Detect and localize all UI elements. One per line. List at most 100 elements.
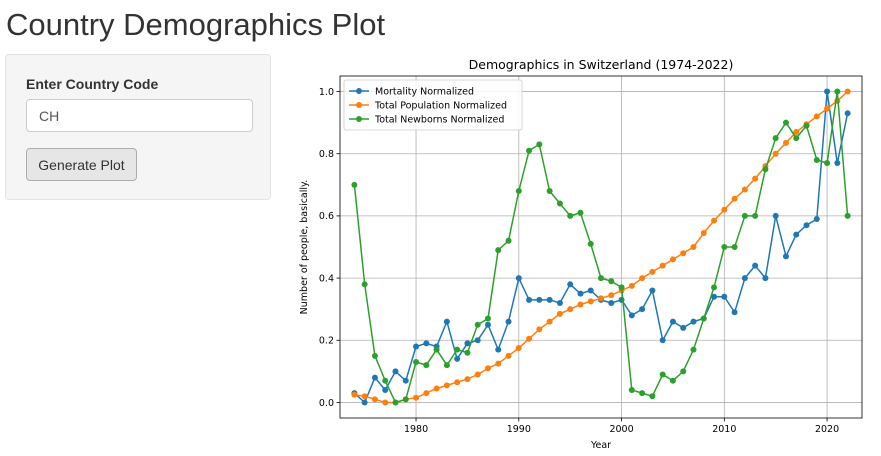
x-axis-label: Year <box>590 440 611 451</box>
data-point <box>382 399 389 406</box>
data-point <box>608 278 615 285</box>
x-tick-label: 1980 <box>404 424 428 435</box>
data-point <box>834 160 841 167</box>
data-point <box>536 296 543 303</box>
data-point <box>567 212 574 219</box>
data-point <box>413 343 420 350</box>
data-point <box>484 315 491 322</box>
data-point <box>361 281 368 288</box>
data-point <box>495 247 502 254</box>
data-point <box>413 394 420 401</box>
data-point <box>721 244 728 250</box>
x-tick-label: 2010 <box>712 424 736 435</box>
data-point <box>793 231 800 238</box>
data-point <box>793 135 800 142</box>
chart-title: Demographics in Switzerland (1974-2022) <box>469 57 734 72</box>
x-tick-label: 2020 <box>815 424 839 435</box>
generate-plot-button[interactable]: Generate Plot <box>26 148 137 181</box>
y-tick-label: 0.4 <box>319 273 334 284</box>
data-point <box>433 346 440 353</box>
data-point <box>772 135 779 142</box>
data-point <box>361 393 368 400</box>
country-code-input[interactable] <box>26 99 253 132</box>
data-point <box>669 256 676 263</box>
data-point <box>577 209 584 216</box>
data-point <box>587 287 594 294</box>
demographics-chart: 1980 1990 2000 2010 2020 0.0 0.2 0.4 0.6 0.8 1.0 D… <box>299 57 863 451</box>
data-point <box>443 382 450 389</box>
data-point <box>669 377 676 384</box>
data-point <box>351 391 358 398</box>
data-point <box>454 379 461 386</box>
y-axis-label: Number of people, basically. <box>299 180 310 315</box>
data-point <box>495 360 502 367</box>
legend-box <box>343 79 523 131</box>
data-point <box>834 88 841 95</box>
data-point <box>587 240 594 247</box>
data-point <box>464 376 471 383</box>
data-point <box>680 368 687 375</box>
data-point <box>567 281 574 288</box>
data-point <box>423 362 430 369</box>
data-point <box>546 188 553 195</box>
y-tick-label: 0.8 <box>319 149 334 160</box>
data-point <box>752 175 759 182</box>
data-point <box>474 371 481 378</box>
data-point <box>361 399 368 406</box>
data-point <box>772 212 779 219</box>
data-point <box>505 318 512 325</box>
data-point <box>608 299 615 306</box>
data-point <box>423 390 430 397</box>
data-point <box>731 309 738 316</box>
data-point <box>433 385 440 392</box>
data-point <box>824 105 831 112</box>
data-point <box>556 299 563 306</box>
data-point <box>711 293 718 300</box>
data-point <box>423 340 430 347</box>
legend-item: Total Population Normalized <box>349 100 507 111</box>
data-point <box>515 345 522 352</box>
series-layer <box>351 88 851 406</box>
data-point <box>752 212 759 219</box>
x-tick-label: 1990 <box>507 424 531 435</box>
data-point <box>782 119 789 126</box>
data-point <box>546 296 553 303</box>
data-point <box>844 110 851 117</box>
data-point <box>515 275 522 282</box>
data-point <box>618 284 625 291</box>
data-point <box>413 359 420 366</box>
data-point <box>659 337 666 344</box>
data-point <box>782 139 789 146</box>
data-point <box>474 321 481 328</box>
data-point <box>639 390 646 397</box>
data-point <box>772 150 779 157</box>
data-point <box>659 262 666 269</box>
data-point <box>844 212 851 219</box>
data-point <box>639 306 646 313</box>
data-point <box>700 315 707 322</box>
data-point <box>536 141 543 148</box>
data-point <box>371 396 378 403</box>
data-point <box>741 186 748 193</box>
data-point <box>731 244 738 250</box>
data-point <box>762 275 769 282</box>
data-point <box>649 393 656 400</box>
data-point <box>782 253 789 260</box>
data-point <box>649 287 656 294</box>
legend: Mortality Normalized Total Population Nor… <box>343 79 523 131</box>
data-point <box>700 230 707 237</box>
data-point <box>598 275 604 282</box>
data-point <box>392 399 399 406</box>
data-point <box>793 128 800 135</box>
data-point <box>526 296 533 303</box>
legend-label: Mortality Normalized <box>375 86 474 97</box>
data-point <box>628 312 635 319</box>
data-point <box>680 324 687 331</box>
data-point <box>505 237 512 244</box>
data-point <box>803 222 810 229</box>
data-point <box>484 365 491 372</box>
legend-marker <box>356 102 362 108</box>
data-point <box>371 374 378 381</box>
data-point <box>813 216 820 223</box>
axes-frame <box>339 75 863 419</box>
